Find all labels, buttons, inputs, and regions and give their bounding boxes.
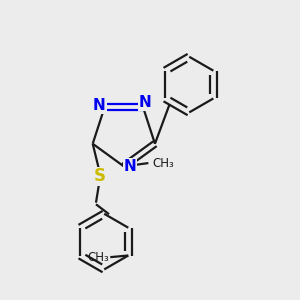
Text: S: S — [93, 167, 105, 185]
Text: N: N — [138, 95, 151, 110]
Text: N: N — [123, 159, 136, 174]
Text: CH₃: CH₃ — [87, 250, 109, 264]
Text: N: N — [93, 98, 106, 113]
Text: CH₃: CH₃ — [152, 157, 174, 169]
